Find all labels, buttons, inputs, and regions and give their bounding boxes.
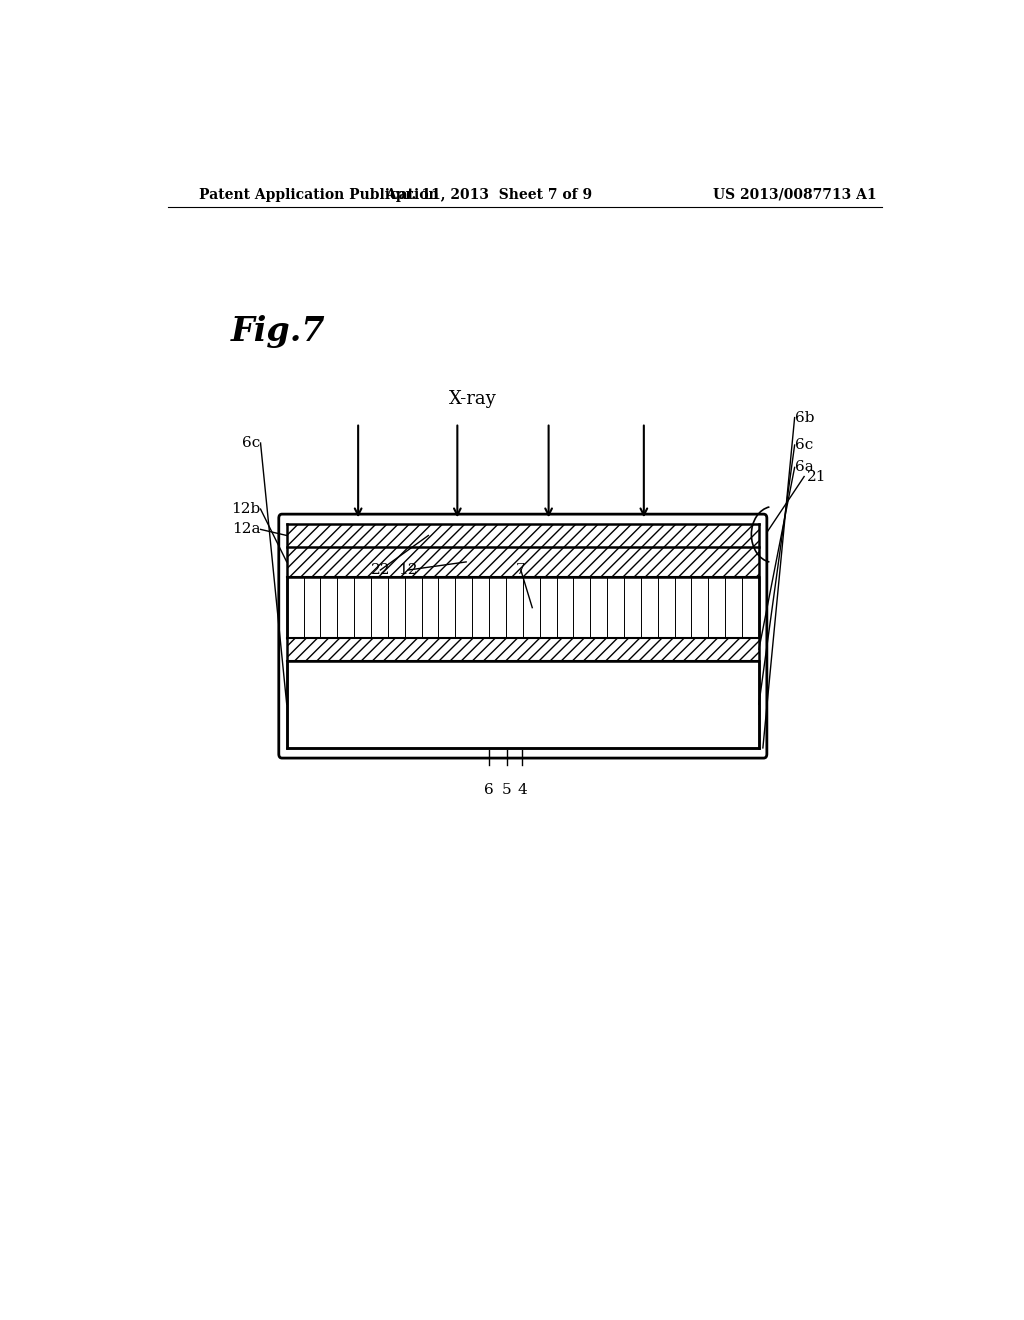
Text: Apr. 11, 2013  Sheet 7 of 9: Apr. 11, 2013 Sheet 7 of 9 (385, 187, 593, 202)
Text: 6b: 6b (795, 411, 814, 425)
Text: 7: 7 (516, 564, 525, 577)
FancyBboxPatch shape (279, 515, 767, 758)
Text: 12a: 12a (232, 523, 260, 536)
Text: Patent Application Publication: Patent Application Publication (200, 187, 439, 202)
Text: 5: 5 (502, 784, 511, 797)
Text: 6a: 6a (795, 461, 813, 474)
Text: 12: 12 (398, 564, 418, 577)
Text: 4: 4 (517, 784, 527, 797)
Bar (287, 546, 759, 577)
Text: 6c: 6c (243, 436, 260, 450)
Text: 6c: 6c (795, 438, 813, 451)
Text: 12b: 12b (231, 502, 260, 516)
Text: 21: 21 (807, 470, 826, 483)
Bar (287, 638, 759, 660)
Text: Fig.7: Fig.7 (231, 314, 326, 347)
Text: US 2013/0087713 A1: US 2013/0087713 A1 (713, 187, 877, 202)
Text: 6: 6 (484, 784, 494, 797)
Text: 22: 22 (371, 564, 390, 577)
Bar (287, 524, 759, 546)
Bar (287, 577, 759, 638)
Bar (287, 660, 759, 748)
Text: X-ray: X-ray (450, 391, 497, 408)
